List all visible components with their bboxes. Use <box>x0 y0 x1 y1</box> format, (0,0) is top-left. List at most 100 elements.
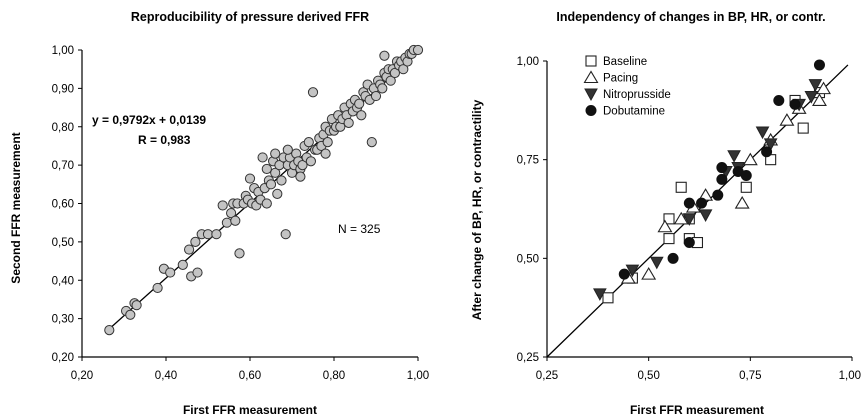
data-point <box>221 217 232 228</box>
data-point <box>755 126 770 140</box>
legend-label: Pacing <box>603 73 638 85</box>
data-point <box>343 117 354 129</box>
data-point <box>389 67 400 79</box>
x-axis-label: First FFR measurement <box>183 403 317 417</box>
y-tick-label: 0,50 <box>52 237 74 249</box>
data-point <box>354 98 365 109</box>
y-tick-label: 0,20 <box>52 352 74 364</box>
data-point <box>727 150 741 163</box>
data-point <box>379 50 390 61</box>
data-point <box>813 59 825 71</box>
data-point <box>816 81 831 95</box>
chart-title: Reproducibility of pressure derived FFR <box>131 10 369 24</box>
legend-marker <box>584 88 598 102</box>
data-point <box>675 181 687 193</box>
data-point <box>683 237 695 249</box>
data-point <box>202 229 214 240</box>
data-point <box>261 198 272 209</box>
regression-equation: y = 0,9792x + 0,0139 <box>92 113 206 127</box>
x-tick-label: 0,20 <box>71 370 93 382</box>
legend-marker <box>585 105 597 116</box>
sample-size: N = 325 <box>338 222 381 236</box>
data-point <box>657 219 673 233</box>
x-axis-label: First FFR measurement <box>630 403 764 417</box>
data-point <box>270 167 281 178</box>
chart-title: Independency of changes in BP, HR, or co… <box>556 10 825 24</box>
data-point <box>305 156 316 167</box>
data-point <box>779 113 795 126</box>
data-point <box>808 79 823 92</box>
data-point <box>734 195 750 209</box>
data-point <box>230 215 241 226</box>
x-tick-label: 0,60 <box>239 370 261 382</box>
data-point <box>649 256 664 270</box>
y-axis-label: Second FFR measurement <box>9 132 23 283</box>
data-point <box>257 152 268 163</box>
data-point <box>307 87 319 98</box>
data-point <box>618 268 630 280</box>
data-point <box>320 148 331 159</box>
data-point <box>412 44 424 56</box>
data-point <box>398 64 409 75</box>
y-tick-label: 0,40 <box>52 275 74 287</box>
data-point <box>370 90 382 102</box>
data-point <box>244 173 256 184</box>
data-point <box>716 162 728 174</box>
y-tick-label: 0,50 <box>517 253 539 265</box>
legend-label: Nitroprusside <box>603 89 671 101</box>
data-point <box>789 98 801 110</box>
plot-area: 0,25 0,50 0,75 1,00 0,25 0,50 0,75 1,00 <box>517 56 861 382</box>
data-point <box>261 163 272 175</box>
x-tick-label: 0,75 <box>739 370 761 382</box>
data-point <box>663 213 675 225</box>
data-point <box>295 171 306 182</box>
data-point <box>177 259 188 270</box>
x-tick-label: 0,50 <box>637 370 659 382</box>
data-point <box>303 137 314 148</box>
legend-marker <box>583 70 599 84</box>
data-point <box>226 207 237 219</box>
y-tick-label: 0,90 <box>52 83 74 95</box>
data-point <box>366 137 377 148</box>
data-point <box>812 93 827 107</box>
data-point <box>663 233 675 245</box>
data-point <box>234 248 245 259</box>
data-point <box>763 138 778 151</box>
data-point <box>625 264 640 278</box>
data-point <box>773 94 785 106</box>
legend-label: Baseline <box>603 56 647 68</box>
data-point <box>716 173 728 185</box>
plot-area: 0,20 0,40 0,60 0,80 1,00 0,20 0,30 0,40 0,50 0,60… <box>52 44 429 382</box>
data-point <box>683 197 695 209</box>
data-point <box>667 252 679 264</box>
y-tick-label: 0,60 <box>52 199 74 211</box>
correlation-coefficient: R = 0,983 <box>138 133 191 147</box>
data-point <box>377 83 388 94</box>
data-point <box>280 229 291 240</box>
y-axis-label: After change of BP, HR, or contractility <box>470 99 484 320</box>
data-point <box>297 160 308 171</box>
legend: Baseline Pacing Nitroprusside Dobutamine <box>583 55 671 118</box>
data-point <box>696 197 708 209</box>
legend-label: Dobutamine <box>603 106 665 118</box>
data-point <box>265 179 277 190</box>
data-point <box>698 209 713 222</box>
legend-marker <box>585 55 597 67</box>
y-tick-label: 0,25 <box>517 352 539 364</box>
x-tick-label: 1,00 <box>839 370 861 382</box>
data-point <box>740 181 752 193</box>
data-point <box>131 300 142 311</box>
data-point <box>152 282 163 294</box>
independency-chart: Independency of changes in BP, HR, or co… <box>470 10 861 417</box>
data-point <box>602 292 614 304</box>
y-tick-label: 0,70 <box>52 160 74 172</box>
data-point <box>673 211 689 225</box>
data-point <box>276 175 287 186</box>
data-point <box>641 267 657 280</box>
x-tick-label: 1,00 <box>407 370 429 382</box>
x-tick-label: 0,80 <box>323 370 345 382</box>
data-point <box>797 122 809 134</box>
data-point <box>356 110 367 121</box>
data-point <box>190 236 201 247</box>
